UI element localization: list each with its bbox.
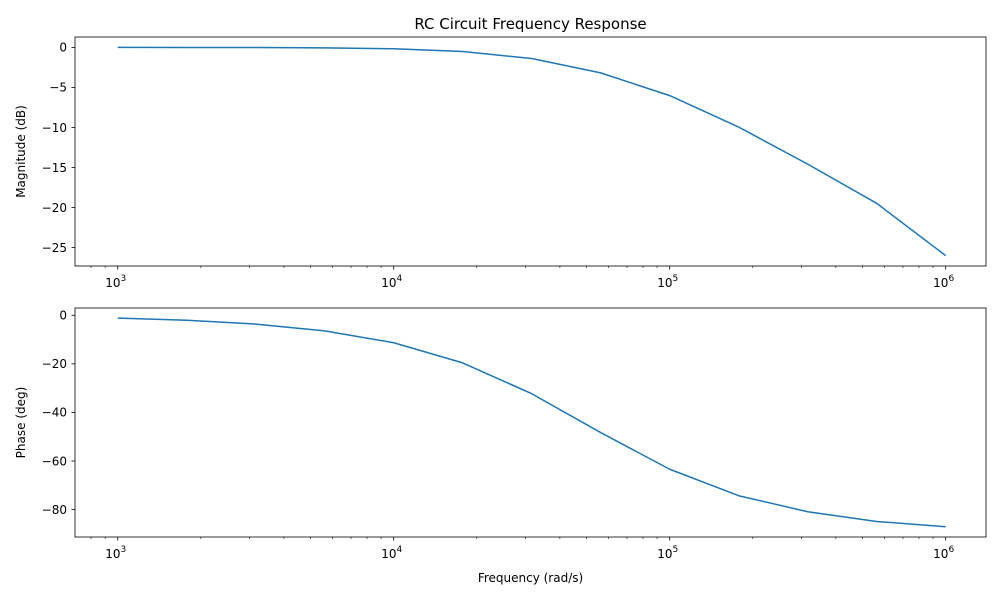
y-tick-label: −5 [49,81,67,95]
y-tick-label: 0 [59,41,67,55]
y-tick-label: −15 [42,161,67,175]
x-tick-label: 106 [933,274,954,290]
data-line [117,317,946,528]
axes-frame [74,307,987,538]
y-tick-label: −80 [42,503,67,517]
y-axis-label: Phase (deg) [14,387,28,459]
y-tick-label: −40 [42,406,67,420]
y-tick-label: −60 [42,454,67,468]
chart-title: RC Circuit Frequency Response [414,15,646,33]
y-tick-label: −25 [42,241,67,255]
x-tick-label: 103 [105,545,126,561]
axes-frame [74,36,987,267]
x-tick-label: 103 [105,274,126,290]
x-tick-label: 106 [933,545,954,561]
y-tick-label: −20 [42,357,67,371]
x-axis-label: Frequency (rad/s) [478,571,583,585]
y-axis-label: Magnitude (dB) [14,105,28,198]
x-tick-label: 104 [381,274,402,290]
x-tick-label: 105 [657,545,678,561]
y-tick-label: −10 [42,121,67,135]
x-tick-label: 105 [657,274,678,290]
y-tick-label: −20 [42,201,67,215]
x-tick-label: 104 [381,545,402,561]
data-line [117,46,947,257]
y-tick-label: 0 [59,309,67,323]
chart-panel-1: RC Circuit Frequency Response 103 104 105 10… [14,15,987,290]
chart-panel-2: 103 104 105 106 0 −20 −40 −60 −80 Phase (deg) Freq… [14,307,987,585]
